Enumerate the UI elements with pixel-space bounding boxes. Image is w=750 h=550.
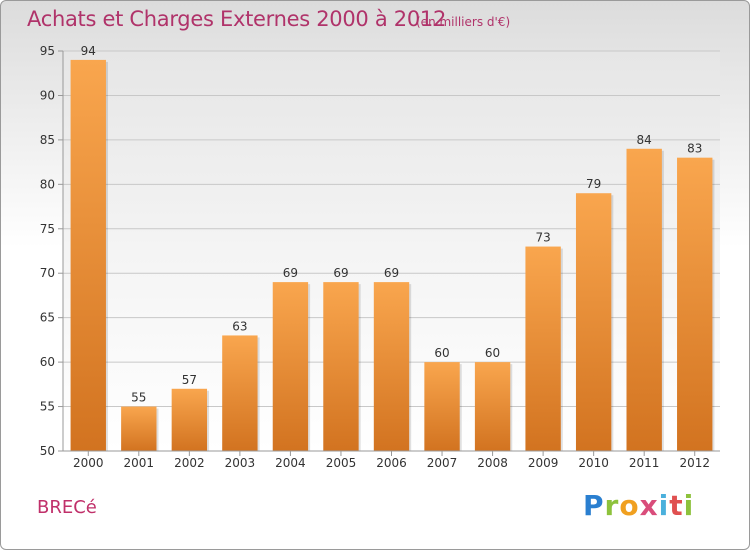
x-tick-label: 2001 <box>124 456 155 470</box>
x-tick-label: 2004 <box>275 456 306 470</box>
bar <box>70 59 106 452</box>
bar <box>323 282 359 451</box>
bar-value-label: 55 <box>131 391 146 405</box>
x-tick-label: 2005 <box>326 456 357 470</box>
y-axis-labels: 50 55 60 65 70 75 80 85 90 95 <box>40 44 55 458</box>
bar-value-label: 94 <box>81 44 96 58</box>
bar-value-label: 83 <box>687 142 702 156</box>
bar-value-label: 60 <box>485 346 500 360</box>
x-tick-label: 2006 <box>376 456 407 470</box>
bar <box>121 406 157 451</box>
bar <box>222 335 258 451</box>
bar <box>424 362 460 451</box>
chart-subtitle: (en milliers d'€) <box>416 15 511 29</box>
x-tick-label: 2012 <box>679 456 710 470</box>
x-tick-label: 2009 <box>528 456 559 470</box>
x-tick-label: 2003 <box>225 456 256 470</box>
bar <box>272 282 309 451</box>
x-tick-label: 2007 <box>427 456 458 470</box>
bar-value-label: 79 <box>586 177 601 191</box>
bars: 94 55 57 63 69 69 69 60 60 73 79 84 83 <box>70 44 715 452</box>
y-tick-label: 65 <box>40 311 55 325</box>
bar <box>373 282 410 451</box>
x-tick-label: 2010 <box>578 456 609 470</box>
x-tick-label: 2000 <box>73 456 104 470</box>
x-axis-labels: 2000 2001 2002 2003 2004 2005 2006 2007 2008 2009… <box>73 451 710 470</box>
bar-value-label: 73 <box>535 231 550 245</box>
bar <box>525 246 561 451</box>
bar-value-label: 69 <box>283 266 298 280</box>
bar-value-label: 69 <box>333 266 348 280</box>
y-tick-label: 80 <box>40 177 55 191</box>
proxiti-logo: Proxiti <box>583 489 695 522</box>
bar-value-label: 69 <box>384 266 399 280</box>
x-tick-label: 2002 <box>174 456 205 470</box>
x-tick-label: 2008 <box>477 456 508 470</box>
y-tick-label: 50 <box>40 444 55 458</box>
y-tick-label: 70 <box>40 266 55 280</box>
y-tick-label: 55 <box>40 400 55 414</box>
y-tick-label: 90 <box>40 88 55 102</box>
bar <box>575 193 612 451</box>
bar-value-label: 84 <box>637 133 652 147</box>
bar <box>677 157 713 451</box>
bar-value-label: 63 <box>232 319 247 333</box>
chart-title: Achats et Charges Externes 2000 à 2012 <box>27 7 447 31</box>
place-name: BRECé <box>37 497 97 518</box>
y-tick-label: 95 <box>40 44 55 58</box>
y-tick-label: 60 <box>40 355 55 369</box>
bar-value-label: 57 <box>182 373 197 387</box>
bar <box>626 148 662 451</box>
bar <box>171 388 208 451</box>
y-tick-label: 75 <box>40 222 55 236</box>
bar <box>474 362 511 451</box>
bar-value-label: 60 <box>434 346 449 360</box>
y-tick-label: 85 <box>40 133 55 147</box>
x-tick-label: 2011 <box>629 456 660 470</box>
